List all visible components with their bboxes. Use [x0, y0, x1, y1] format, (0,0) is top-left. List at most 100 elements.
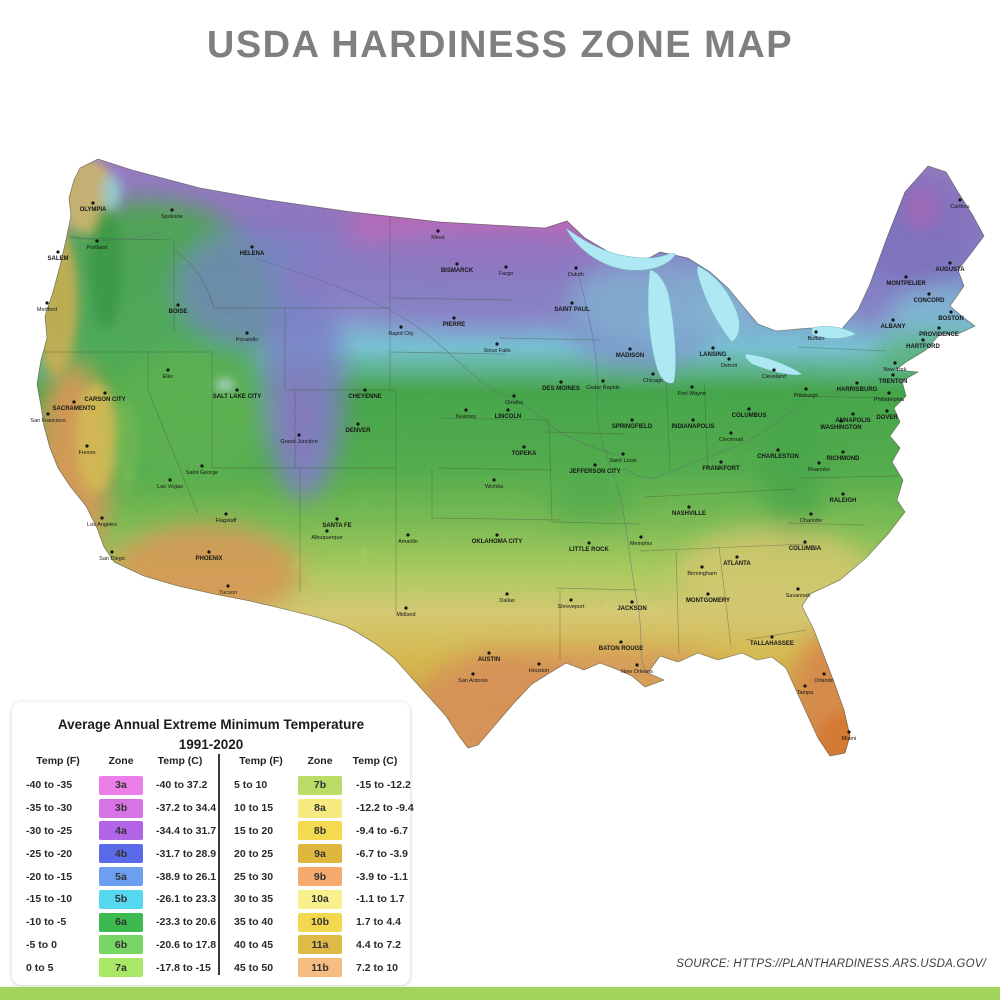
city-dot	[168, 478, 172, 482]
city-label-capital: HARTFORD	[906, 344, 940, 350]
city-dot	[85, 444, 89, 448]
temp-c-value: -15 to -12.2	[356, 779, 411, 792]
city-label-capital: BISMARCK	[441, 268, 474, 274]
temp-c-value: -12.2 to -9.4	[356, 802, 414, 815]
temp-c-value: -38.9 to 26.1	[156, 870, 217, 883]
city-dot	[207, 550, 211, 554]
lake-superior-icon	[565, 227, 677, 271]
city-dot	[72, 400, 76, 404]
zone-swatch: 8b	[298, 821, 342, 841]
temp-c-value: -3.9 to -1.1	[356, 870, 408, 883]
temp-c-value: -23.3 to 20.6	[156, 916, 217, 929]
zone-swatch: 11b	[298, 958, 342, 978]
city-dot	[706, 592, 710, 596]
temp-f-value: -30 to -25	[26, 824, 73, 837]
city-label-capital: SPRINGFIELD	[612, 424, 653, 430]
zone-swatch: 9b	[298, 867, 342, 887]
legend-rows-right: 5 to 10 7b -15 to -12.2 10 to 15 8a -12.2 to …	[230, 774, 414, 979]
city-dot	[804, 387, 808, 391]
terrain-texture	[37, 159, 984, 756]
city-label: Medford	[37, 307, 57, 313]
city-label-capital: NASHVILLE	[672, 511, 706, 517]
temp-c-value: 7.2 to 10	[356, 961, 399, 974]
city-dot	[574, 266, 578, 270]
city-dot	[690, 385, 694, 389]
city-dot	[885, 409, 889, 413]
city-dot	[436, 229, 440, 233]
city-dot	[891, 318, 895, 322]
zone-swatch: 10a	[298, 889, 342, 909]
city-label: Minot	[431, 235, 445, 241]
city-dot	[56, 250, 60, 254]
city-label-capital: LITTLE ROCK	[569, 547, 609, 553]
city-label: Roanoke	[808, 467, 830, 473]
temp-c-value: -9.4 to -6.7	[356, 824, 408, 837]
temp-c-value: -17.8 to -15	[156, 961, 211, 974]
city-dot	[630, 600, 634, 604]
city-dot	[687, 505, 691, 509]
city-label-capital: DENVER	[345, 428, 371, 434]
city-label-capital: ALBANY	[881, 324, 906, 330]
city-dot	[855, 381, 859, 385]
legend-row: -20 to -15 5a -38.9 to 26.1	[22, 865, 217, 888]
temp-f-value: 30 to 35	[234, 893, 274, 906]
city-dot	[166, 368, 170, 372]
temp-f-value: 20 to 25	[234, 847, 274, 860]
city-label: Houston	[529, 668, 550, 674]
city-label-capital: WASHINGTON	[820, 425, 861, 431]
map-fill	[37, 159, 984, 756]
zone-swatch: 3b	[99, 798, 143, 818]
city-label-capital: DOVER	[876, 415, 898, 421]
city-label: Amarillo	[398, 539, 418, 545]
legend-row: 10 to 15 8a -12.2 to -9.4	[230, 797, 414, 820]
column-header-zone: Zone	[108, 755, 134, 767]
lake-erie-icon	[745, 353, 803, 376]
city-dot	[46, 412, 50, 416]
city-label: Philadelphia	[874, 397, 905, 403]
city-label: Grand Junction	[280, 439, 317, 445]
temp-c-value: 1.7 to 4.4	[356, 916, 401, 929]
city-dot	[719, 460, 723, 464]
city-dot	[839, 419, 843, 423]
footer-accent-bar	[0, 987, 1000, 1000]
city-label-capital: PHOENIX	[195, 556, 222, 562]
zone-swatch: 3a	[99, 775, 143, 795]
city-label: Portland	[87, 245, 108, 251]
city-dot	[335, 517, 339, 521]
city-dot	[735, 555, 739, 559]
legend-row: -15 to -10 5b -26.1 to 23.3	[22, 888, 216, 911]
legend-row: 35 to 40 10b 1.7 to 4.4	[230, 911, 402, 934]
city-label-capital: ANNAPOLIS	[835, 418, 870, 424]
state-borders	[42, 212, 899, 660]
city-label-capital: SACRAMENTO	[53, 406, 96, 412]
zone-swatch: 4a	[99, 821, 143, 841]
city-dot	[495, 533, 499, 537]
city-dot	[937, 326, 941, 330]
city-dot	[464, 408, 468, 412]
zone-swatch: 9a	[298, 844, 342, 864]
city-label-capital: FRANKFORT	[702, 466, 740, 472]
city-dot	[570, 301, 574, 305]
city-dot	[504, 265, 508, 269]
legend-row: 45 to 50 11b 7.2 to 10	[230, 956, 402, 979]
zone-swatch: 5a	[99, 867, 143, 887]
legend-header-left: Temp (F) Zone Temp (C)	[22, 748, 212, 774]
city-dot	[537, 662, 541, 666]
city-dot	[100, 516, 104, 520]
city-dot	[949, 310, 953, 314]
city-label: Saint George	[186, 470, 218, 476]
city-dot	[512, 394, 516, 398]
city-label: Miami	[842, 736, 857, 742]
city-dot	[948, 261, 952, 265]
city-label: New York	[883, 367, 906, 373]
legend-rows-left: -40 to -35 3a -40 to 37.2 -35 to -30 3b -37.2…	[22, 774, 217, 979]
city-dot	[91, 201, 95, 205]
city-label-capital: SANTA FE	[322, 523, 351, 529]
city-dot	[727, 357, 731, 361]
city-dot	[887, 391, 891, 395]
temp-f-value: -15 to -10	[26, 893, 73, 906]
legend-table-right: Temp (F) Zone Temp (C) 5 to 10 7b -15 to -…	[230, 748, 414, 979]
city-label: Caribou	[950, 204, 969, 210]
legend-row: -25 to -20 4b -31.7 to 28.9	[22, 842, 216, 865]
